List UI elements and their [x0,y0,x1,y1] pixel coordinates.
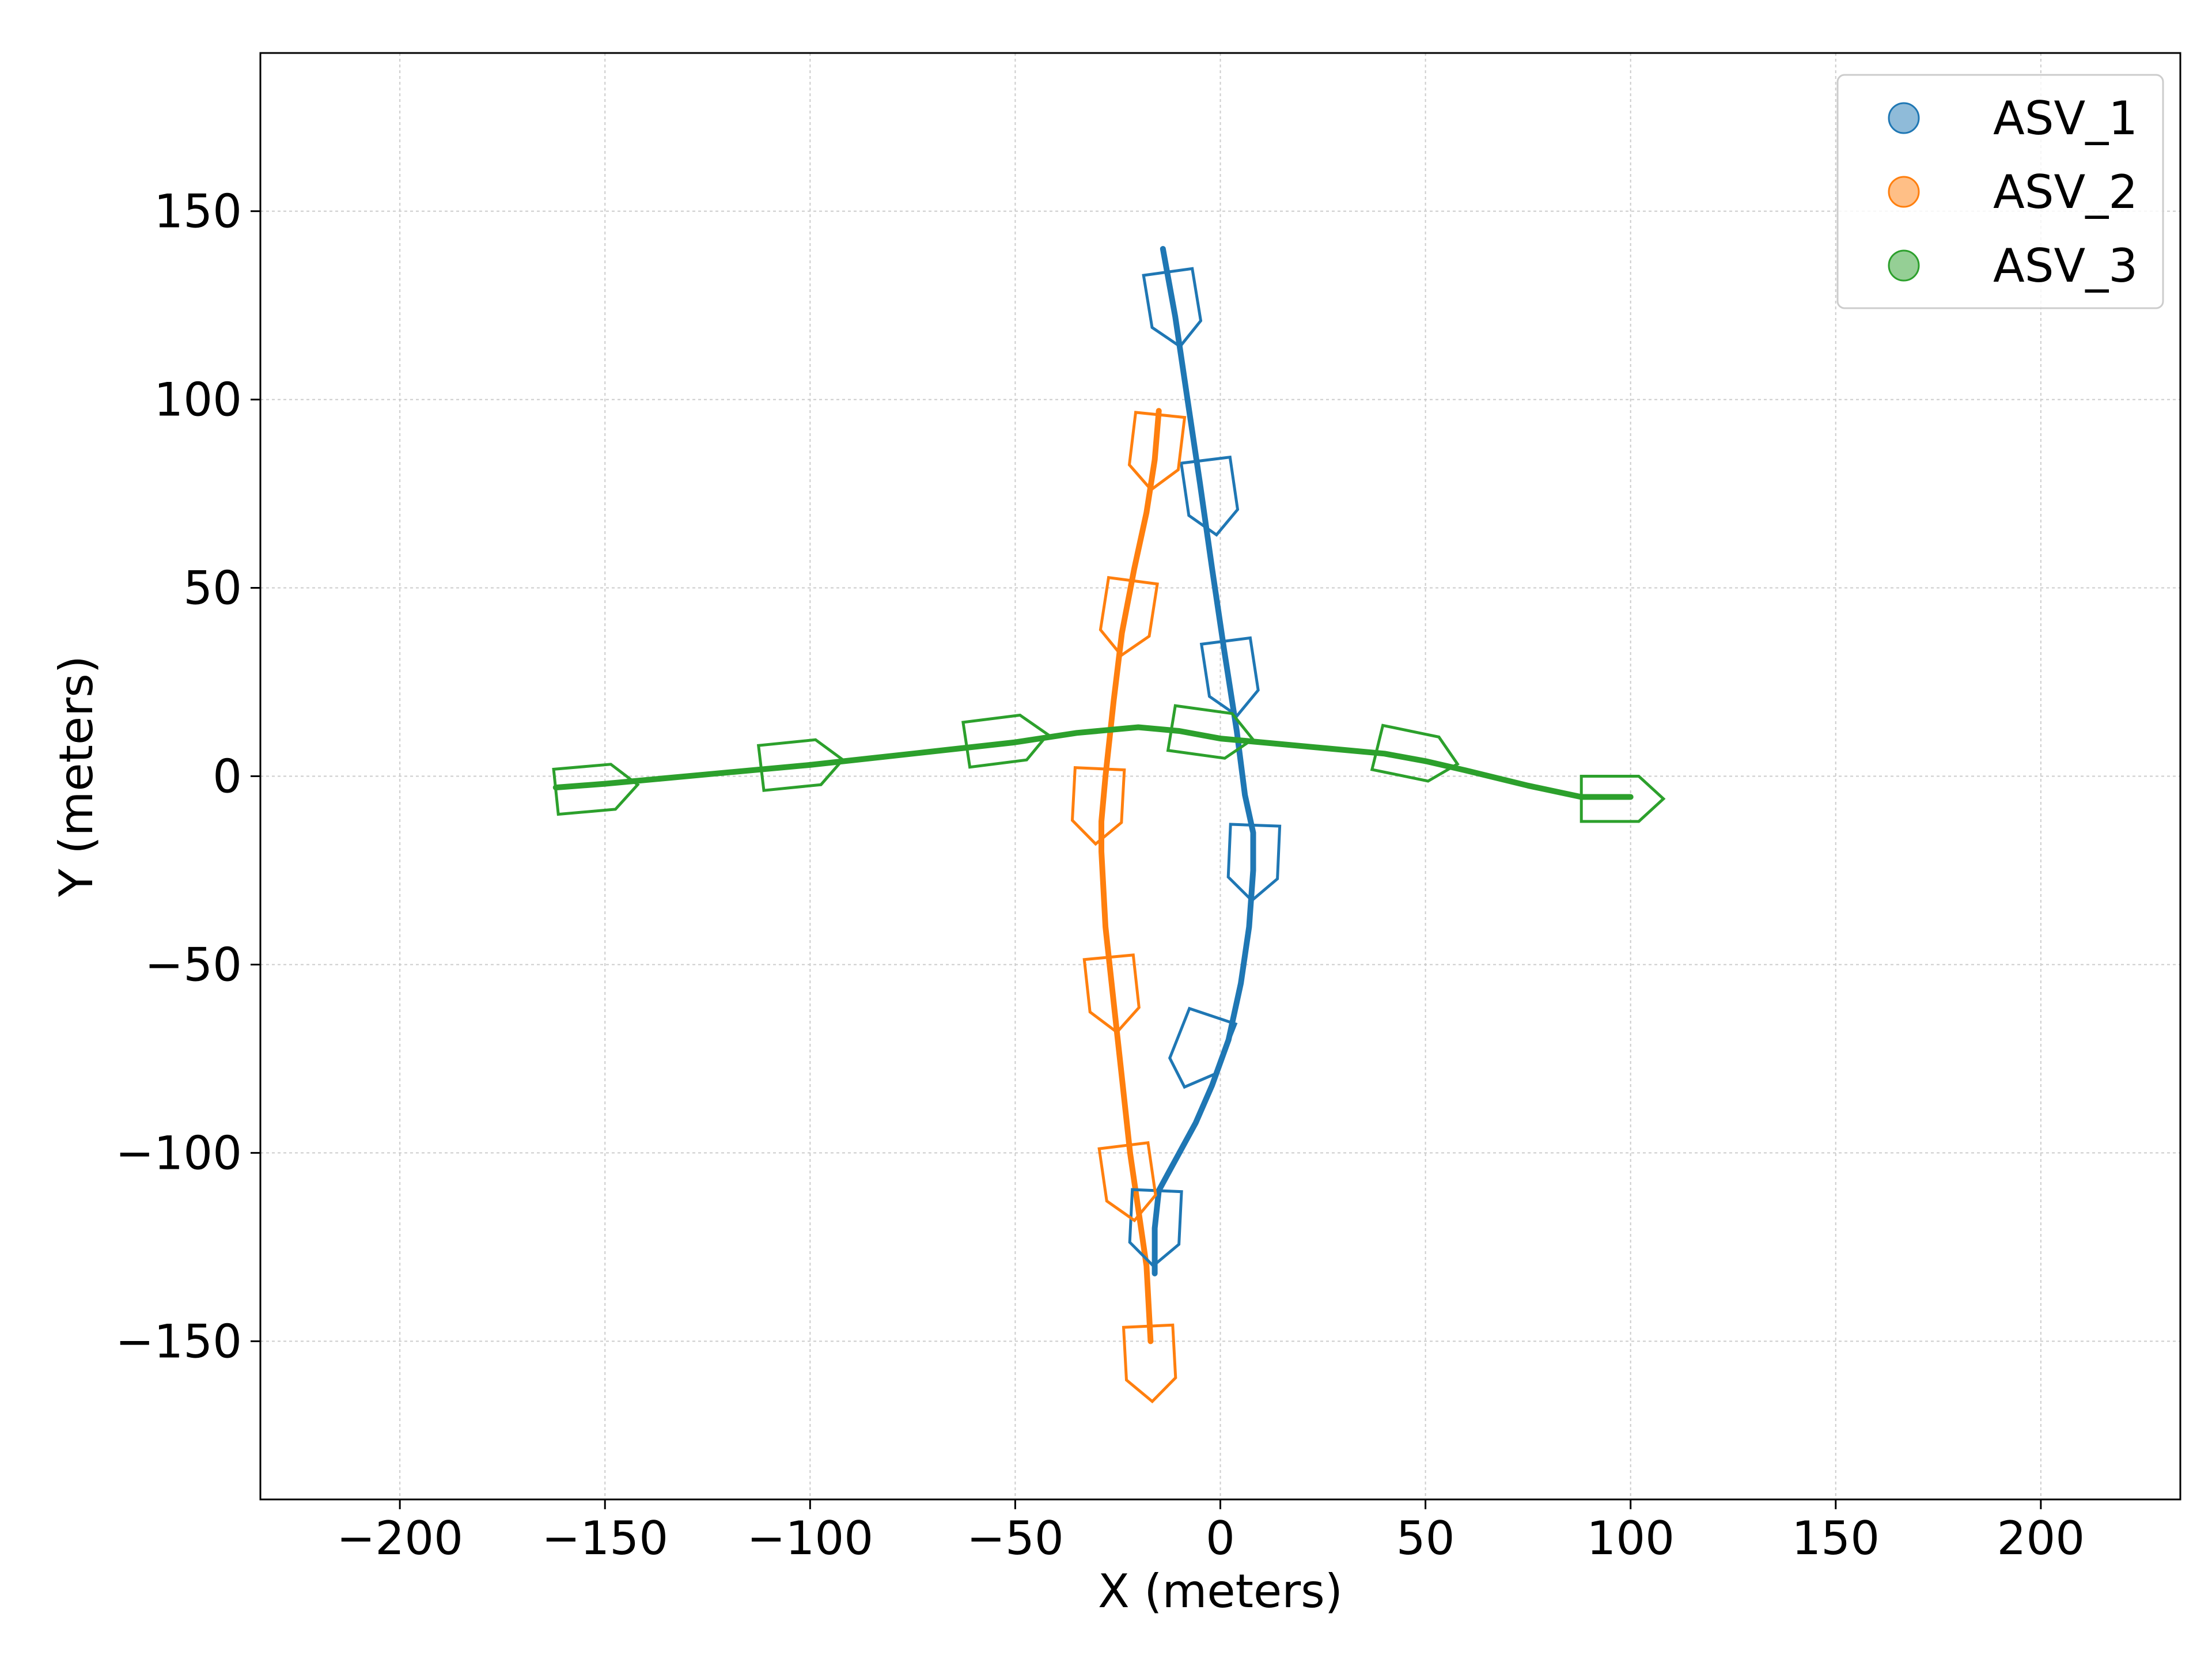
grid [260,53,2180,1499]
x-tick-label: −200 [336,1512,463,1565]
legend: ASV_1 ASV_2 ASV_3 [1836,74,2164,309]
x-tick-label: 50 [1396,1512,1455,1565]
hull-ASV_3 [961,713,1050,769]
y-axis: −150 −100 −50 0 50 100 150 [115,185,260,1368]
hull-ASV_2 [1097,1141,1157,1223]
hull-ASV_2 [1127,411,1187,492]
y-tick-label: −50 [145,938,242,991]
x-tick-label: 150 [1791,1512,1880,1565]
legend-label: ASV_2 [1993,165,2138,219]
hull-markers [552,267,1666,1404]
hull-ASV_3 [756,738,845,792]
hull-ASV_3 [1370,724,1460,783]
x-tick-label: 100 [1586,1512,1675,1565]
x-tick-label: −100 [747,1512,873,1565]
x-tick-label: −50 [967,1512,1064,1565]
x-axis: −200 −150 −100 −50 0 50 100 150 200 [336,1499,2085,1565]
hull-ASV_2 [1122,1323,1177,1404]
legend-label: ASV_3 [1993,239,2138,293]
y-tick-label: −100 [115,1126,242,1180]
y-tick-label: 100 [154,373,242,427]
y-tick-label: 150 [154,185,242,238]
hull-ASV_1 [1199,636,1260,718]
hull-ASV_1 [1142,267,1203,349]
y-axis-label: Y (meters) [50,656,103,897]
hull-ASV_3 [1166,704,1255,760]
y-tick-label: −150 [115,1315,242,1368]
hull-ASV_1 [1168,1006,1238,1089]
hull-ASV_1 [1226,823,1282,903]
x-tick-label: 0 [1206,1512,1235,1565]
legend-box [1836,74,2164,309]
x-axis-label: X (meters) [1098,1565,1343,1618]
y-tick-label: 50 [183,562,242,615]
hull-ASV_2 [1070,766,1126,846]
legend-label: ASV_1 [1993,92,2138,145]
hull-ASV_3 [552,763,640,816]
hull-ASV_3 [1580,775,1666,823]
hull-ASV_2 [1099,575,1159,658]
hull-ASV_2 [1082,953,1141,1035]
track-ASV_3 [552,724,1634,800]
x-tick-label: 200 [1997,1512,2085,1565]
hull-ASV_1 [1179,455,1240,537]
legend-marker [1888,249,1920,282]
track-ASV_2 [1099,408,1162,1344]
legend-marker [1888,176,1920,208]
x-tick-label: −150 [541,1512,668,1565]
legend-marker [1888,102,1920,134]
hull-ASV_1 [1128,1188,1183,1268]
y-tick-label: 0 [213,750,242,804]
